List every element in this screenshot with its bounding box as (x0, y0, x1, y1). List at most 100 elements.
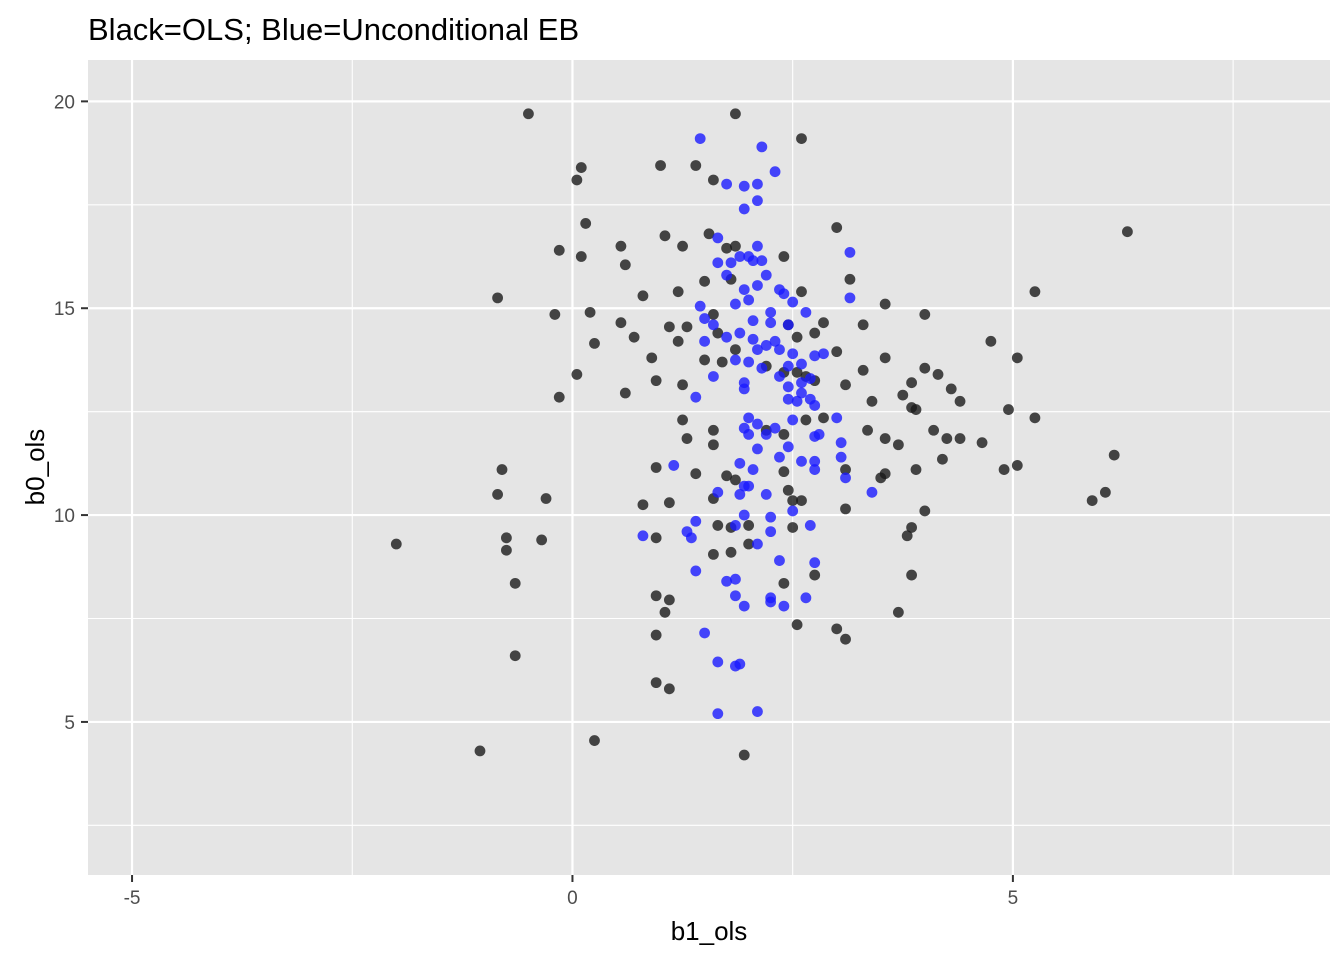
eb-point (765, 306, 777, 318)
eb-point (774, 371, 785, 382)
ols-point (1086, 495, 1098, 506)
ols-point (650, 375, 662, 387)
ols-point (738, 749, 750, 761)
eb-point (787, 414, 799, 426)
eb-point (721, 331, 733, 343)
eb-point (743, 294, 755, 306)
ols-point (650, 629, 662, 641)
eb-point (752, 178, 763, 190)
ols-point (778, 577, 790, 589)
eb-point (760, 269, 772, 281)
ols-point (796, 133, 807, 145)
eb-point (796, 387, 807, 399)
eb-point (809, 464, 821, 475)
ols-point (945, 383, 957, 395)
eb-point (690, 565, 702, 577)
eb-point (725, 257, 737, 269)
eb-point (760, 488, 772, 500)
ols-point (637, 499, 649, 511)
ols-point (1122, 226, 1133, 238)
eb-point (769, 335, 781, 347)
ols-point (677, 379, 688, 391)
eb-point (694, 300, 706, 312)
ols-point (892, 439, 904, 451)
eb-point (760, 429, 772, 440)
eb-point (730, 590, 741, 602)
eb-point (699, 313, 710, 324)
ols-point (721, 242, 733, 254)
ols-point (580, 218, 592, 229)
ols-point (650, 532, 662, 544)
eb-point (756, 255, 768, 267)
eb-point (756, 362, 768, 374)
ols-point (1011, 352, 1023, 364)
ols-point (708, 174, 719, 186)
eb-point (708, 371, 719, 382)
ols-point (800, 414, 812, 426)
ols-point (875, 472, 887, 484)
ols-point (650, 590, 662, 602)
eb-point (809, 400, 821, 411)
x-axis-title: b1_ols (671, 916, 748, 946)
eb-point (782, 393, 794, 405)
eb-point (818, 348, 829, 360)
ols-point (879, 298, 891, 310)
ols-point (501, 532, 512, 544)
eb-point (760, 340, 772, 351)
ols-point (892, 606, 904, 618)
eb-point (708, 319, 719, 331)
ols-point (672, 335, 684, 347)
eb-point (738, 284, 750, 296)
ols-point (509, 577, 521, 589)
eb-point (844, 292, 856, 304)
eb-point (734, 488, 746, 500)
eb-point (747, 255, 759, 267)
chart-title: Black=OLS; Blue=Unconditional EB (88, 12, 579, 47)
eb-point (800, 592, 812, 604)
ols-point (985, 335, 997, 347)
ols-point (725, 546, 737, 558)
ols-point (690, 160, 702, 171)
eb-point (743, 412, 755, 424)
ols-point (650, 462, 662, 473)
ols-point (677, 240, 688, 252)
ols-point (699, 354, 710, 366)
ols-point (549, 309, 561, 320)
eb-point (831, 412, 843, 424)
eb-point (721, 269, 733, 281)
eb-point (730, 573, 741, 585)
plot-panel (88, 60, 1330, 875)
ols-point (796, 286, 807, 298)
eb-point (835, 451, 847, 463)
minor-gridlines (88, 60, 1330, 875)
ols-point (919, 505, 931, 517)
eb-point (765, 511, 777, 523)
ols-point (910, 464, 922, 475)
ols-point (743, 520, 755, 531)
eb-point (730, 354, 741, 366)
eb-point (809, 557, 821, 569)
y-tick-label: 20 (54, 92, 75, 113)
ols-point (1029, 286, 1041, 298)
ols-point (584, 306, 596, 318)
ols-point (650, 677, 662, 689)
ols-point (390, 538, 402, 550)
eb-point (721, 178, 733, 190)
ols-point (919, 309, 931, 320)
eb-point (769, 422, 781, 434)
ols-point (1003, 404, 1014, 415)
ols-point (787, 522, 799, 533)
ols-point (857, 319, 869, 331)
ols-point (730, 344, 741, 355)
y-axis-title: b0_ols (20, 429, 50, 506)
ols-point (681, 433, 693, 444)
eb-point (699, 335, 710, 347)
eb-point (835, 437, 847, 449)
ols-point (919, 362, 931, 374)
eb-point (765, 596, 777, 608)
ols-point (730, 474, 741, 486)
ols-point (928, 424, 940, 436)
ols-point (941, 433, 953, 444)
ols-point (932, 369, 944, 380)
eb-point (738, 180, 750, 192)
